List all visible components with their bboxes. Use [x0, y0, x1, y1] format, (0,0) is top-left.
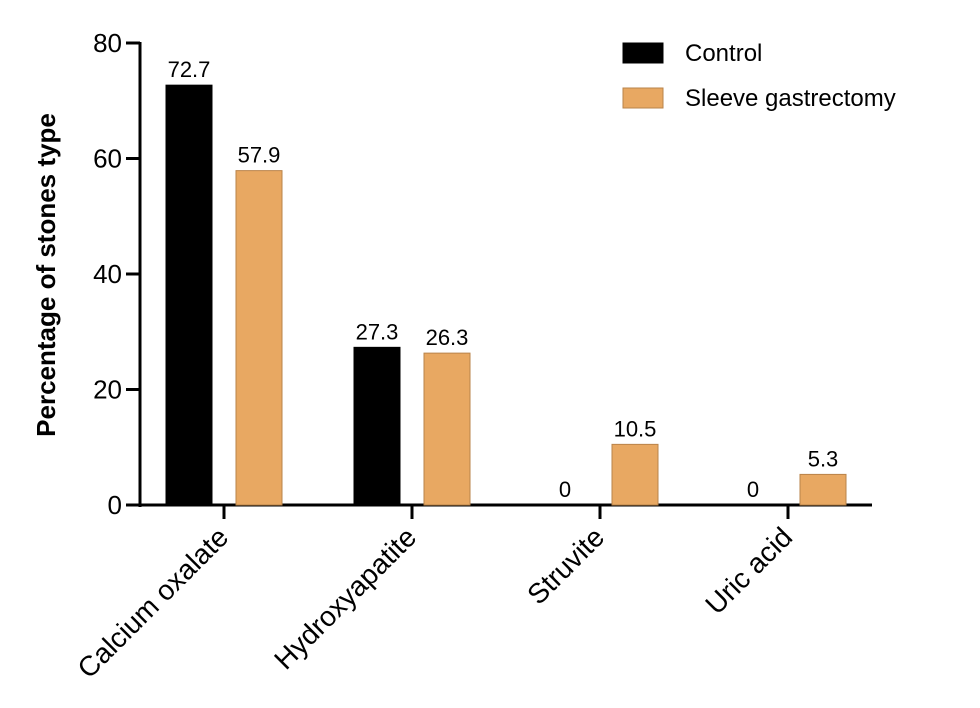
legend-label: Control — [685, 40, 762, 67]
data-label: 0 — [747, 477, 759, 502]
data-label: 27.3 — [356, 319, 399, 344]
data-label: 26.3 — [426, 325, 469, 350]
y-tick-label: 20 — [93, 375, 122, 405]
legend-label: Sleeve gastrectomy — [685, 85, 896, 112]
data-label: 57.9 — [238, 143, 281, 168]
x-tick-label: Calcium oxalate — [71, 521, 234, 684]
data-labels: 72.7 27.3 0 0 57.9 26.3 10.5 5.3 — [168, 57, 839, 502]
bar — [165, 84, 213, 506]
data-label: 10.5 — [614, 416, 657, 441]
y-tick-label: 80 — [93, 28, 122, 58]
data-label: 0 — [559, 477, 571, 502]
legend: Control Sleeve gastrectomy — [622, 40, 896, 112]
y-tick-label: 60 — [93, 144, 122, 174]
bar — [353, 346, 401, 506]
y-tick-label: 0 — [108, 490, 122, 520]
data-label: 72.7 — [168, 57, 211, 82]
bar — [799, 473, 847, 506]
bar — [423, 352, 471, 506]
x-tick-label: Uric acid — [699, 521, 798, 620]
y-axis-label: Percentage of stones type — [31, 113, 61, 437]
x-tick-label: Struvite — [521, 521, 610, 610]
y-axis: 0 20 40 60 80 — [93, 28, 142, 520]
legend-swatch — [622, 87, 664, 109]
x-tick-label: Hydroxyapatite — [268, 521, 422, 675]
bars — [165, 84, 847, 506]
bar — [235, 170, 283, 506]
x-axis: Calcium oxalate Hydroxyapatite Struvite Uri… — [71, 503, 872, 684]
legend-swatch — [622, 42, 664, 64]
y-tick-label: 40 — [93, 259, 122, 289]
bar — [611, 443, 659, 506]
data-label: 5.3 — [808, 446, 839, 471]
